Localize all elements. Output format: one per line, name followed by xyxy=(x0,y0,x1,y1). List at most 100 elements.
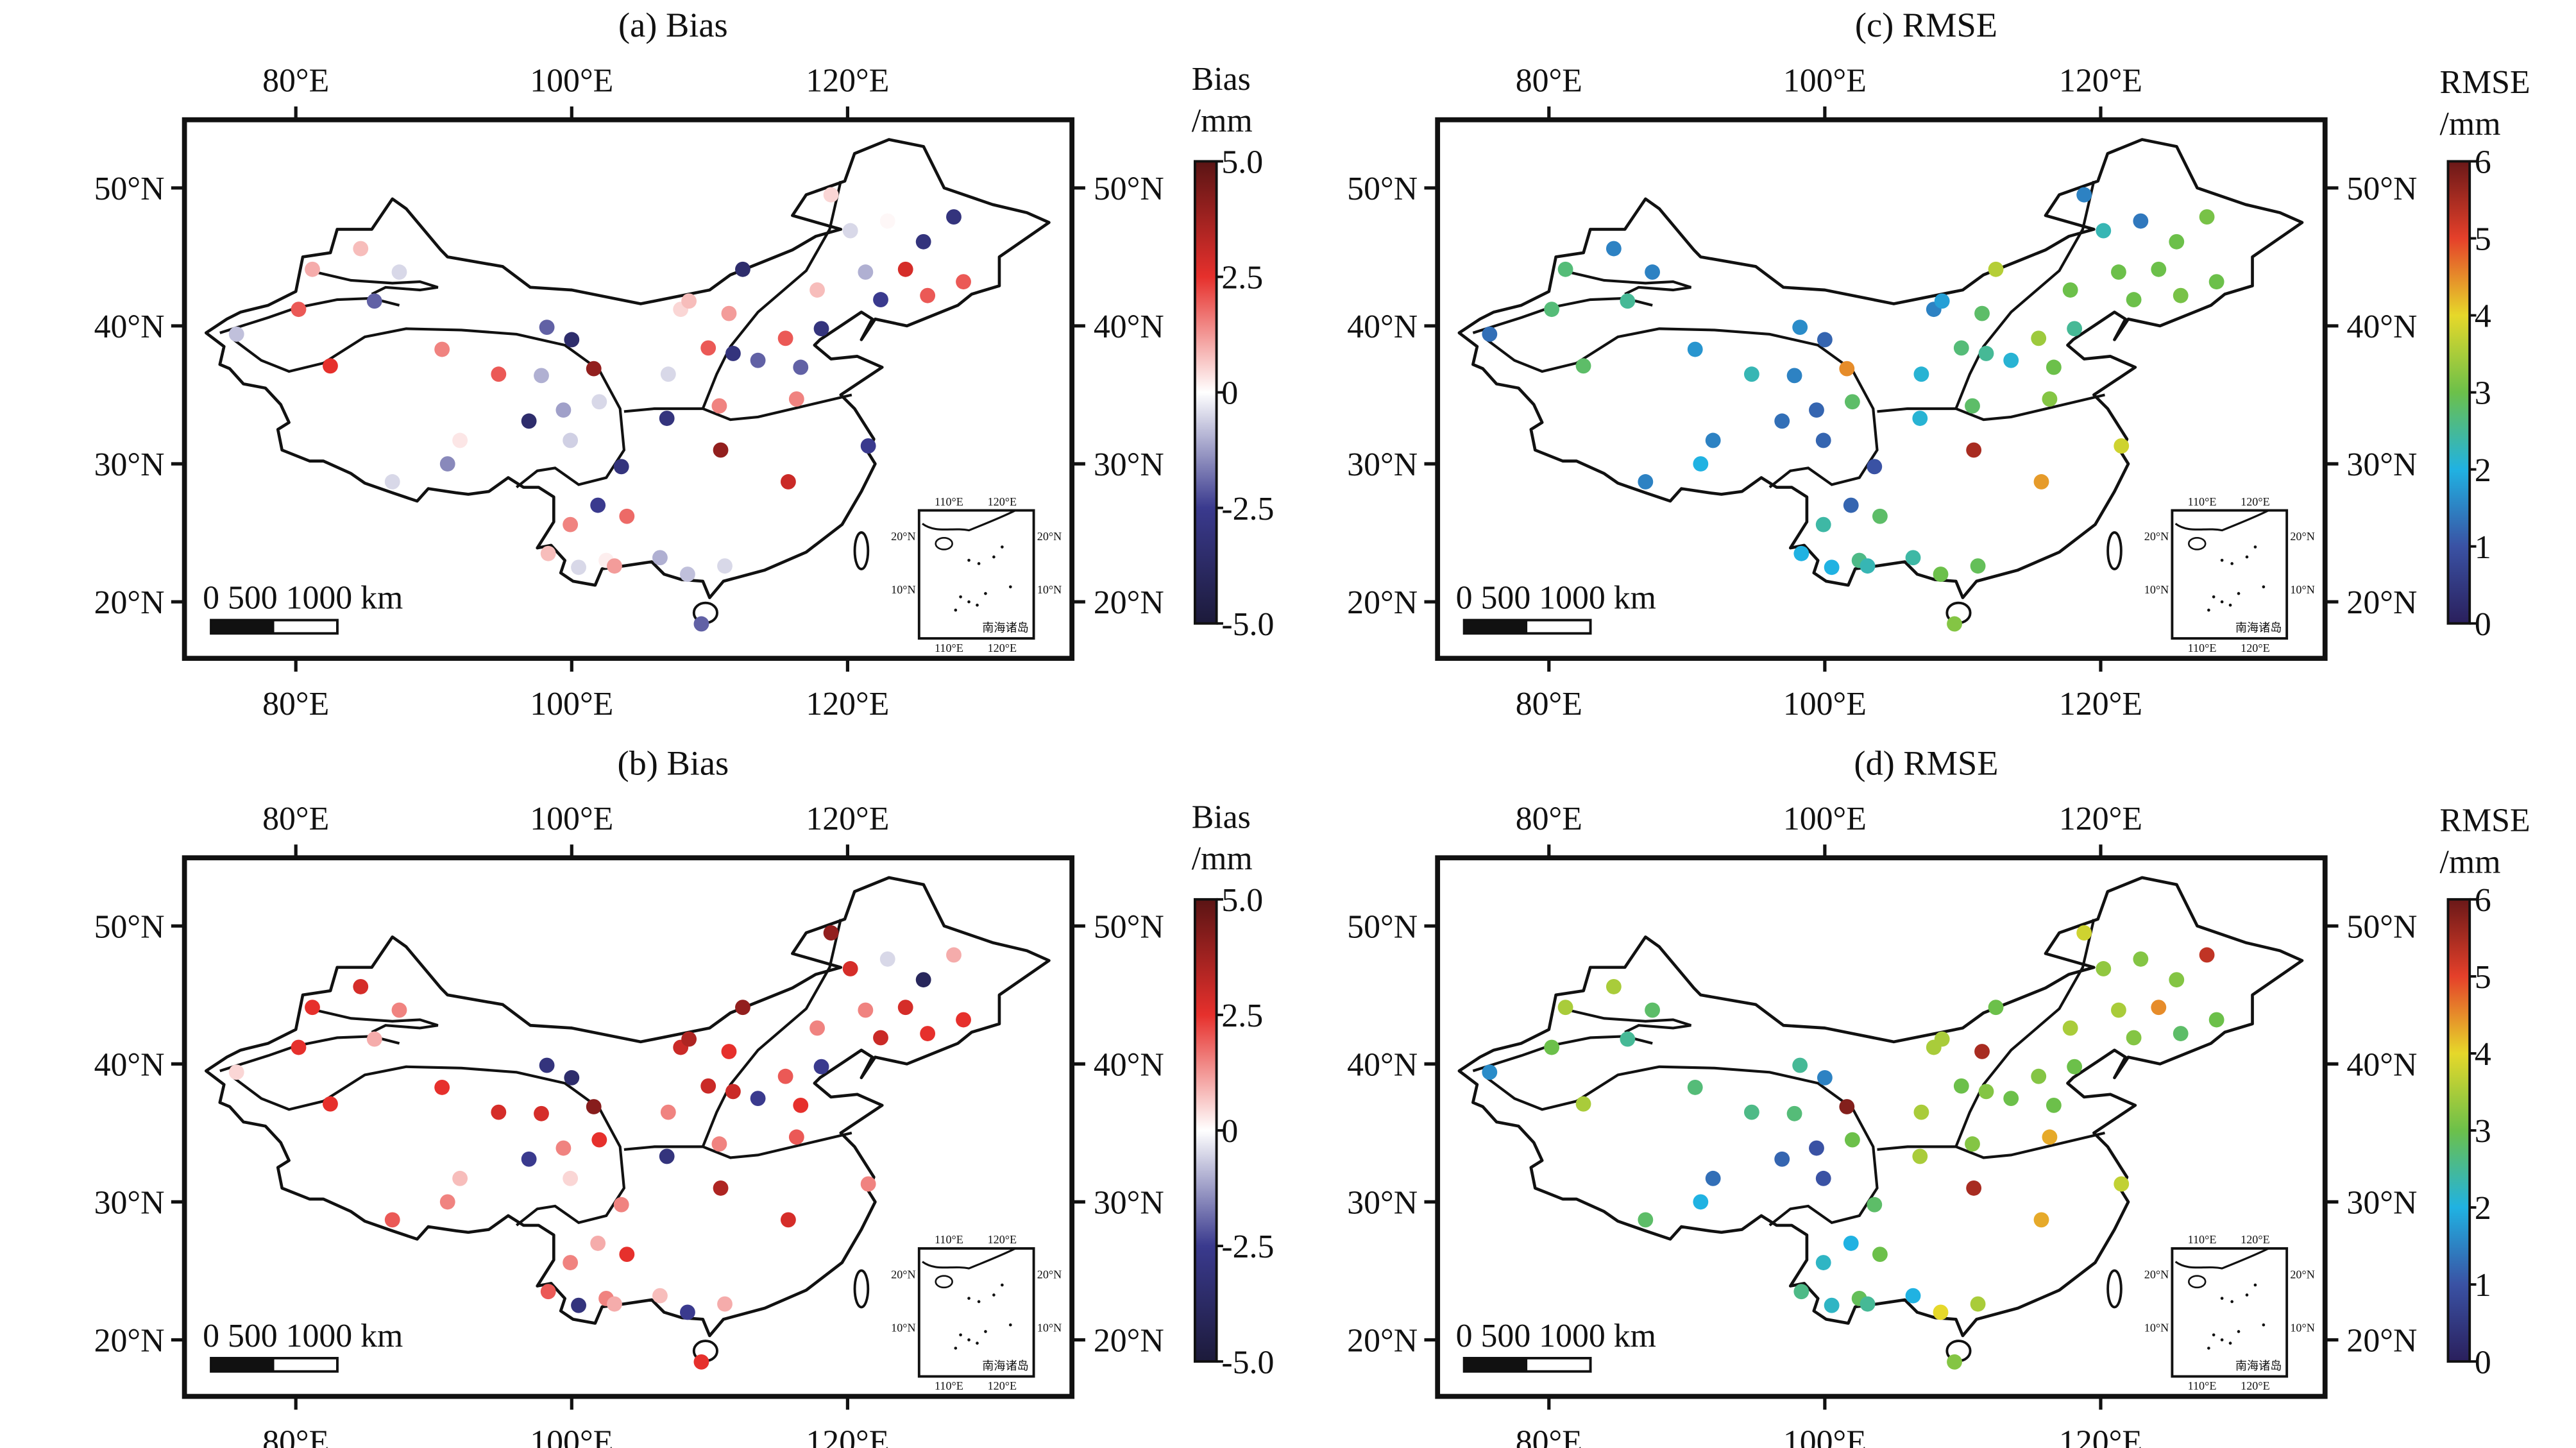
inset-island xyxy=(2245,555,2249,559)
station-marker xyxy=(721,1044,737,1059)
lat-tick-label-right: 20°N xyxy=(2346,584,2417,621)
station-marker xyxy=(711,398,727,414)
station-marker xyxy=(750,352,766,368)
station-marker xyxy=(1809,1140,1824,1156)
station-marker xyxy=(1947,616,1962,632)
lat-tick-label-right: 40°N xyxy=(1094,309,1164,345)
station-marker xyxy=(1872,1247,1888,1263)
station-marker xyxy=(2133,213,2149,229)
station-marker xyxy=(842,961,858,976)
station-marker xyxy=(1817,332,1833,348)
taiwan-island xyxy=(2106,531,2123,570)
station-marker xyxy=(1638,474,1654,490)
station-marker xyxy=(2031,330,2047,346)
colorbar-tick-label: 2 xyxy=(2475,452,2491,489)
station-marker xyxy=(1965,1136,1980,1152)
inset-island xyxy=(2253,545,2257,549)
inset-frame xyxy=(2171,509,2289,640)
lat-tick-label-right: 30°N xyxy=(2346,1185,2417,1222)
inset-lon-label: 110°E xyxy=(935,642,963,654)
station-marker xyxy=(1815,1255,1831,1270)
lon-tick-label-bottom: 120°E xyxy=(2059,686,2142,722)
scale-bar-fill xyxy=(1464,620,1528,634)
station-marker xyxy=(1824,1297,1840,1313)
station-marker xyxy=(713,442,729,458)
scale-bar-label: 0 500 1000 km xyxy=(203,1318,403,1354)
station-marker xyxy=(652,550,668,566)
inset-frame xyxy=(917,509,1035,640)
inset-lat-label: 20°N xyxy=(2144,530,2169,543)
panel-d: (d) RMSE RMSE /mm 80°E80°E100°E100°E120°… xyxy=(1347,744,2530,1448)
station-marker xyxy=(823,187,839,203)
station-marker xyxy=(946,209,962,225)
inset-island xyxy=(977,562,981,565)
lat-tick-label-left: 50°N xyxy=(1347,908,1418,945)
colorbar-unit: /mm xyxy=(1192,103,1253,139)
lon-tick-label-bottom: 100°E xyxy=(530,1424,613,1448)
inset-island xyxy=(2262,1323,2266,1327)
lon-tick-label-top: 120°E xyxy=(2059,63,2142,99)
station-marker xyxy=(384,1212,400,1228)
inset-lat-label: 10°N xyxy=(1037,1321,1062,1334)
lat-tick-label-right: 50°N xyxy=(1094,171,1164,207)
inset-lat-label: 20°N xyxy=(1037,1268,1062,1281)
station-marker xyxy=(1544,302,1560,318)
station-marker xyxy=(591,394,607,410)
station-marker xyxy=(1988,261,2004,277)
station-marker xyxy=(809,282,826,298)
colorbar-tick-label: 5 xyxy=(2475,959,2491,996)
scale-bar-label: 0 500 1000 km xyxy=(1456,579,1656,616)
colorbar-tick-label: 0 xyxy=(1221,1113,1238,1150)
station-marker xyxy=(1912,411,1928,426)
inset-coastline xyxy=(2174,1247,2269,1270)
panel-title: (c) RMSE xyxy=(1855,6,1997,44)
inset-caption: 南海诸岛 xyxy=(2235,1359,2282,1372)
station-marker xyxy=(2067,1059,2083,1075)
station-marker xyxy=(1978,1084,1994,1100)
taiwan-island xyxy=(853,531,870,570)
station-marker xyxy=(1988,1000,2004,1016)
station-marker xyxy=(2199,209,2215,225)
station-marker xyxy=(291,1039,307,1055)
inset-lat-label: 10°N xyxy=(2290,1321,2314,1334)
station-marker xyxy=(1867,1197,1883,1213)
station-marker xyxy=(956,274,971,290)
inset-lat-label: 10°N xyxy=(891,583,915,596)
scale-bar-label: 0 500 1000 km xyxy=(203,579,403,616)
station-marker xyxy=(725,1084,741,1100)
station-marker xyxy=(1933,566,1949,582)
region-boundary xyxy=(309,269,439,296)
lat-tick-label-left: 20°N xyxy=(94,1323,165,1359)
south-china-sea-inset: 110°E 120°E 110°E 120°E 20°N 10°N 20°N 10°N 南海诸岛 xyxy=(2144,495,2315,654)
colorbar-title: RMSE xyxy=(2440,803,2530,839)
inset-lat-label: 10°N xyxy=(2144,583,2169,596)
colorbar-tick-label: 6 xyxy=(2475,144,2491,181)
scale-bar-fill xyxy=(1464,1358,1528,1372)
station-marker xyxy=(1974,1044,1990,1059)
station-marker xyxy=(2096,961,2112,976)
lat-tick-label-left: 50°N xyxy=(94,171,165,207)
station-marker xyxy=(391,264,407,280)
colorbar xyxy=(1193,898,1218,1363)
region-boundary xyxy=(623,1131,852,1159)
inset-island xyxy=(967,558,970,562)
region-boundary xyxy=(1562,1007,1691,1034)
station-marker xyxy=(873,292,888,308)
inset-island xyxy=(967,1338,970,1342)
map-body xyxy=(1457,138,2304,632)
inset-island xyxy=(959,1333,962,1337)
station-marker xyxy=(2076,925,2092,941)
colorbar-tick-label: -5.0 xyxy=(1221,1344,1274,1381)
station-marker xyxy=(452,1170,468,1186)
station-marker xyxy=(1774,413,1790,429)
lon-tick-label-top: 80°E xyxy=(262,63,329,99)
station-marker xyxy=(659,411,675,426)
lat-tick-label-right: 50°N xyxy=(2346,171,2417,207)
station-marker xyxy=(823,925,839,941)
station-marker xyxy=(793,1097,809,1113)
lat-tick-label-right: 40°N xyxy=(2346,309,2417,345)
region-boundary xyxy=(623,393,852,422)
inset-island xyxy=(967,600,970,604)
station-marker xyxy=(1557,261,1573,277)
inset-lon-label: 120°E xyxy=(2241,495,2270,508)
